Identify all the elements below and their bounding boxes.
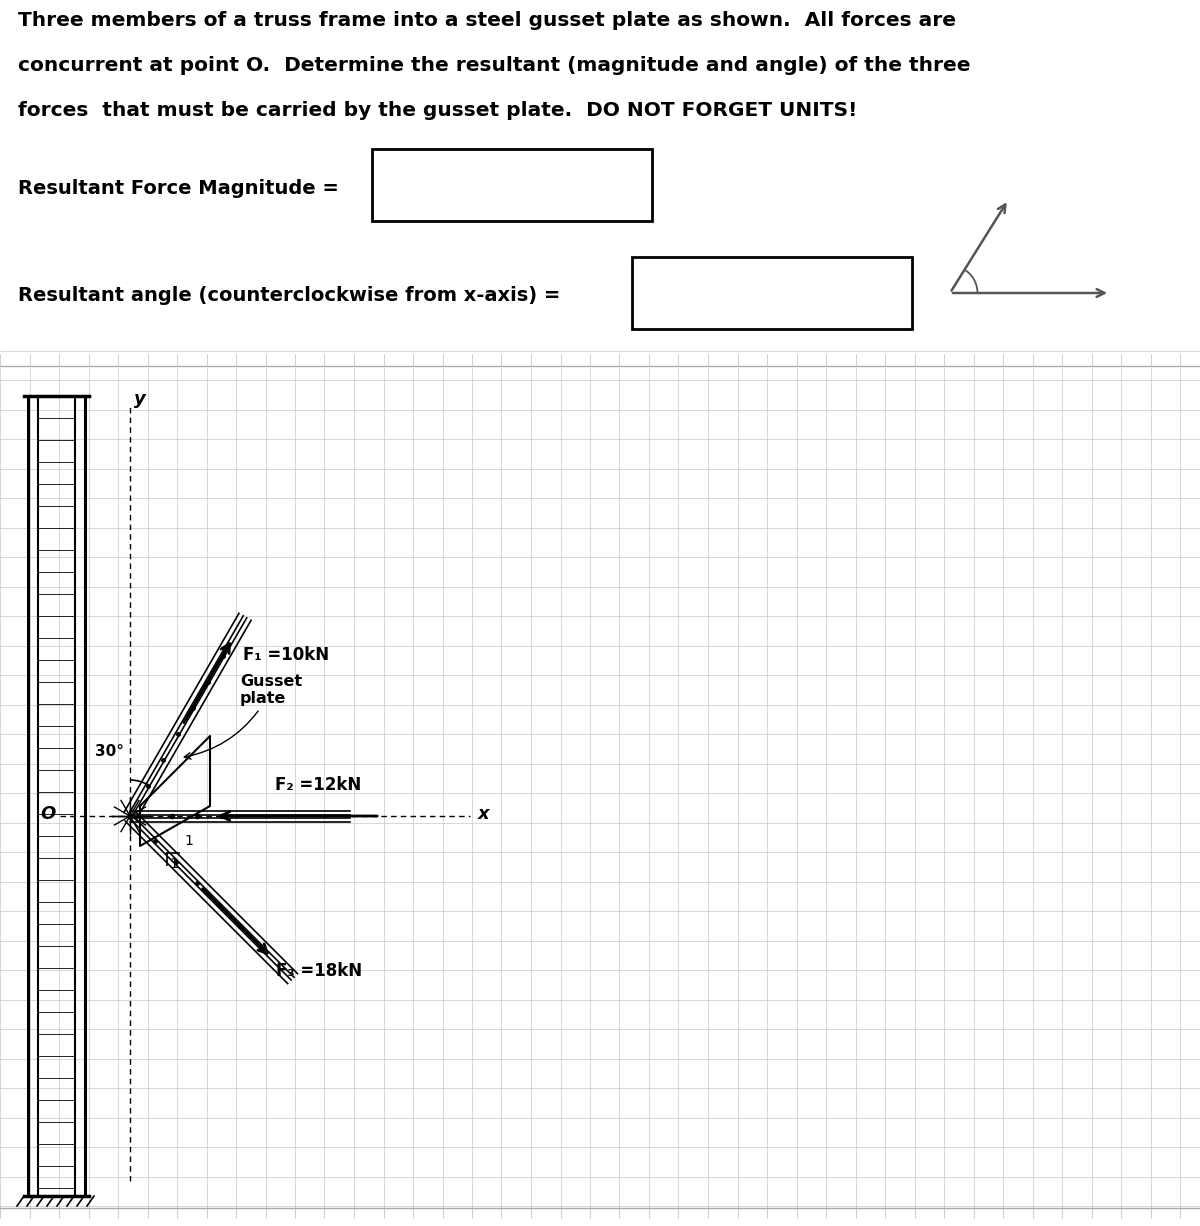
Text: F₂ =12kN: F₂ =12kN (275, 776, 361, 794)
Text: 1: 1 (185, 834, 193, 847)
Text: 1: 1 (169, 857, 179, 870)
Text: Gusset
plate: Gusset plate (185, 673, 302, 759)
Text: Resultant Force Magnitude =: Resultant Force Magnitude = (18, 179, 338, 197)
Text: forces  that must be carried by the gusset plate.  DO NOT FORGET UNITS!: forces that must be carried by the gusse… (18, 101, 857, 120)
Bar (632, 257, 912, 329)
Text: Resultant angle (counterclockwise from x-axis) =: Resultant angle (counterclockwise from x… (18, 287, 560, 305)
Text: O: O (40, 805, 55, 823)
Text: 30°: 30° (95, 744, 124, 759)
Text: x: x (478, 805, 490, 823)
Text: y: y (134, 390, 145, 408)
Text: F₃ =18kN: F₃ =18kN (276, 962, 362, 981)
Text: Three members of a truss frame into a steel gusset plate as shown.  All forces a: Three members of a truss frame into a st… (18, 11, 956, 29)
Text: concurrent at point O.  Determine the resultant (magnitude and angle) of the thr: concurrent at point O. Determine the res… (18, 56, 971, 75)
Text: F₁ =10kN: F₁ =10kN (242, 646, 329, 664)
Bar (372, 150, 652, 221)
